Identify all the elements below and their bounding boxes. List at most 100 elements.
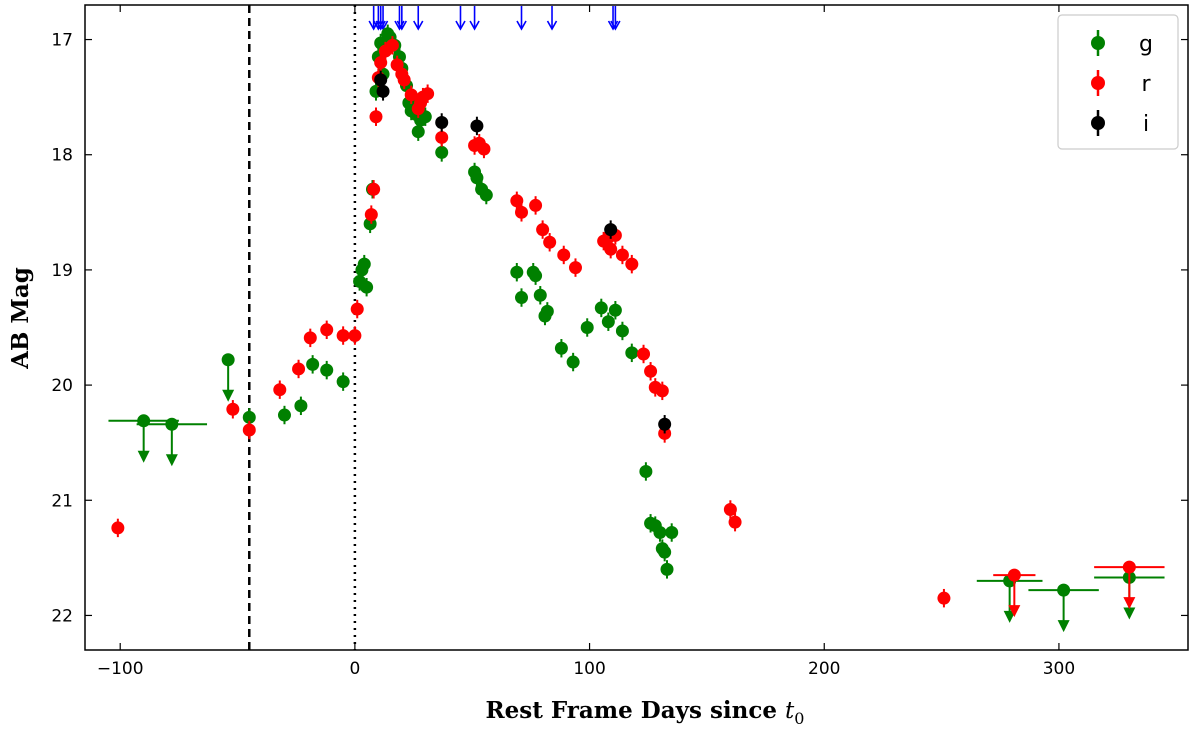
legend-marker-g xyxy=(1091,36,1105,50)
legend-box xyxy=(1057,14,1179,150)
plot-area xyxy=(108,5,1165,650)
data-point-r xyxy=(369,110,383,124)
upper-limit-arrow-g xyxy=(137,450,150,463)
data-point-r xyxy=(348,329,362,343)
y-tick-label: 18 xyxy=(51,146,73,166)
data-point-g xyxy=(515,291,529,305)
data-point-r xyxy=(303,331,317,345)
upper-limit-arrow-g xyxy=(1003,610,1016,623)
data-point-g xyxy=(608,303,622,317)
data-point-r xyxy=(723,502,737,516)
data-point-g xyxy=(625,346,639,360)
y-axis-title: AB Mag xyxy=(7,267,34,370)
data-point-g xyxy=(242,410,256,424)
data-point-r xyxy=(568,261,582,275)
data-point-r xyxy=(404,88,418,102)
upper-limit-arrow-r xyxy=(1123,597,1136,610)
upper-limit-point-r xyxy=(1122,560,1136,574)
data-point-g xyxy=(529,269,543,283)
data-point-g xyxy=(566,355,580,369)
data-point-i xyxy=(470,119,484,133)
upper-limit-point-g xyxy=(221,353,235,367)
y-tick-label: 20 xyxy=(51,376,73,396)
data-point-r xyxy=(543,235,557,249)
data-point-g xyxy=(320,363,334,377)
y-tick-label: 21 xyxy=(51,491,73,511)
data-point-r xyxy=(637,347,651,361)
data-point-g xyxy=(306,357,320,371)
data-point-r xyxy=(374,56,388,70)
upper-limit-arrow-g xyxy=(165,454,178,467)
data-point-r xyxy=(644,364,658,378)
data-point-r xyxy=(421,87,435,101)
epoch-arrow-head xyxy=(610,20,621,31)
data-point-g xyxy=(510,265,524,279)
legend: gri xyxy=(1057,14,1179,150)
epoch-arrow-head xyxy=(546,20,558,31)
epoch-arrow-head xyxy=(455,20,466,31)
data-point-r xyxy=(385,38,399,52)
data-point-r xyxy=(615,248,629,262)
data-point-g xyxy=(470,171,484,185)
data-point-r xyxy=(364,208,378,222)
data-point-r xyxy=(292,362,306,376)
data-point-g xyxy=(615,324,629,338)
data-point-r xyxy=(655,384,669,398)
data-point-g xyxy=(580,321,594,334)
x-axis-title: Rest Frame Days since t0 xyxy=(486,697,805,728)
data-point-r xyxy=(728,515,742,529)
data-point-i xyxy=(435,115,449,129)
data-point-i xyxy=(374,73,388,87)
upper-limit-point-r xyxy=(1007,568,1021,582)
data-point-r xyxy=(397,73,411,87)
data-point-r xyxy=(242,423,256,437)
data-point-i xyxy=(376,84,390,98)
data-point-r xyxy=(320,323,334,337)
data-point-g xyxy=(665,526,679,540)
data-point-g xyxy=(554,341,568,355)
data-point-r xyxy=(273,383,287,397)
data-point-g xyxy=(411,125,425,139)
upper-limit-arrow-r xyxy=(1008,605,1021,618)
upper-limit-arrow-g xyxy=(1057,620,1070,633)
x-tick-label: 200 xyxy=(808,659,840,679)
data-point-g xyxy=(435,145,449,159)
legend-label-g: g xyxy=(1139,32,1153,57)
data-point-i xyxy=(604,223,618,237)
upper-limit-point-g xyxy=(1057,583,1071,597)
data-point-g xyxy=(294,399,308,413)
data-point-r xyxy=(625,257,639,271)
epoch-arrow-head xyxy=(368,20,379,31)
data-point-r xyxy=(515,205,529,219)
data-point-r xyxy=(367,182,381,196)
x-tick-label: 300 xyxy=(1043,659,1075,679)
data-point-g xyxy=(336,375,350,389)
data-point-g xyxy=(660,562,674,576)
data-point-g xyxy=(601,315,615,329)
y-tick-label: 22 xyxy=(51,606,73,626)
data-point-g xyxy=(639,464,653,478)
data-point-g xyxy=(540,304,554,318)
data-point-i xyxy=(658,417,672,431)
data-point-g xyxy=(594,301,608,315)
y-tick-label: 17 xyxy=(51,31,73,51)
upper-limit-point-g xyxy=(165,417,179,431)
legend-marker-i xyxy=(1091,116,1105,130)
data-point-r xyxy=(435,130,449,144)
axis-ticks: −100 0 100 200 300 17 18 19 20 21 22 xyxy=(51,5,1188,679)
data-point-r xyxy=(477,142,491,156)
x-tick-label: −100 xyxy=(97,659,144,679)
x-tick-label: 0 xyxy=(349,659,360,679)
data-point-r xyxy=(536,223,550,237)
data-point-r xyxy=(604,242,618,256)
x-axis-title-symbol: t xyxy=(785,698,795,724)
legend-label-i: i xyxy=(1143,112,1149,137)
data-point-g xyxy=(653,526,667,540)
data-point-r xyxy=(336,329,350,343)
data-point-r xyxy=(510,194,524,208)
data-point-r xyxy=(557,248,571,262)
data-point-g xyxy=(533,288,547,302)
upper-limit-arrow-g xyxy=(222,389,235,402)
